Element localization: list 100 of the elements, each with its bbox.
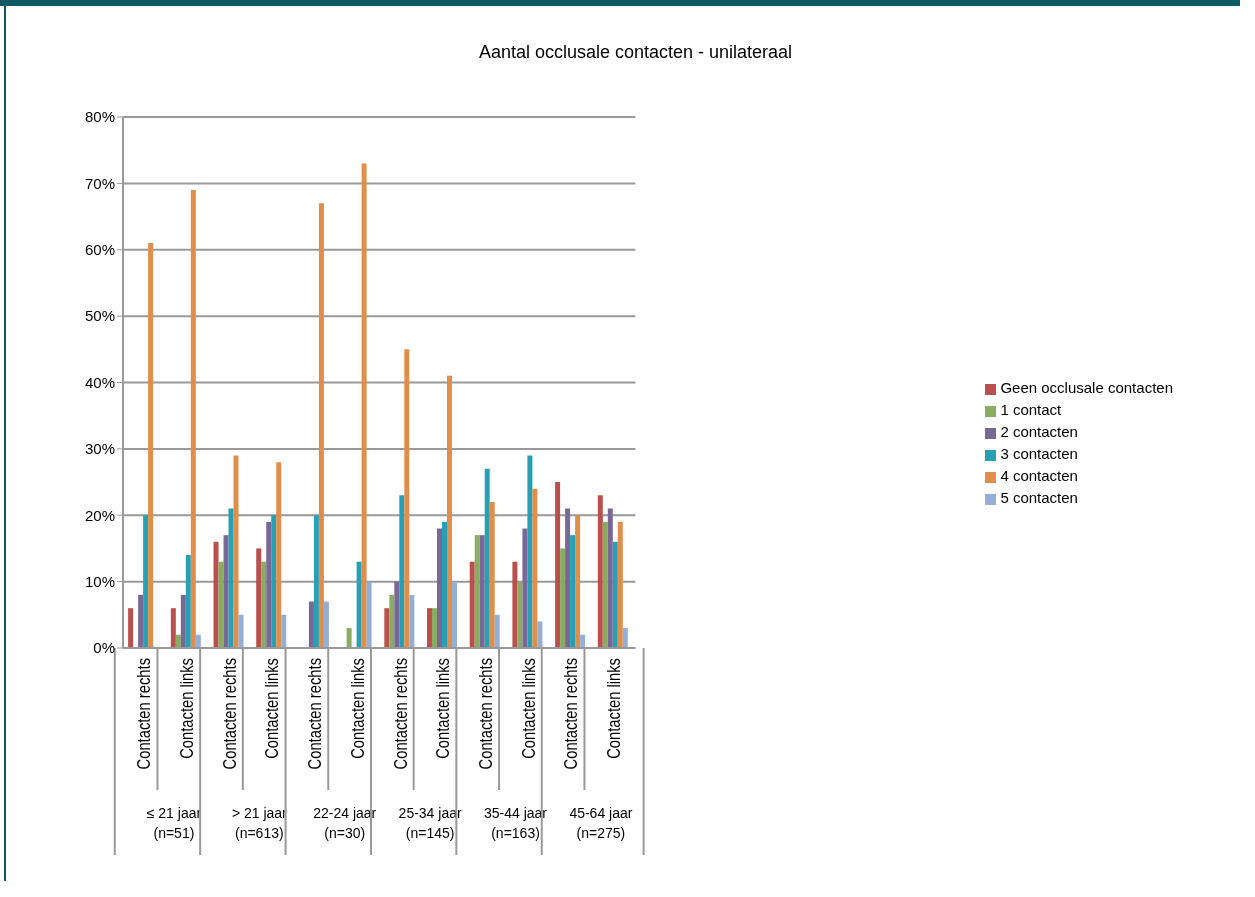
text: 25-34 jaar (n=145)	[398, 805, 462, 841]
bar	[271, 515, 277, 648]
bar	[570, 535, 576, 648]
bar	[180, 594, 186, 648]
bar	[170, 608, 176, 648]
bar	[409, 594, 415, 648]
text: ≤ 21 jaar (n=51)	[146, 805, 202, 841]
bar	[356, 561, 362, 648]
bar	[527, 455, 533, 648]
bar	[522, 528, 528, 648]
bar	[175, 634, 181, 648]
bar	[323, 601, 329, 648]
bar	[148, 243, 154, 648]
bar	[580, 634, 586, 648]
bar	[612, 541, 618, 648]
bar	[308, 601, 314, 648]
bar	[622, 628, 628, 648]
x-tick-label: Contacten links	[262, 658, 282, 759]
bar	[276, 462, 282, 648]
x-tick-label: Contacten rechts	[133, 658, 154, 770]
y-tick-label: 80%	[84, 108, 115, 126]
bar	[437, 528, 443, 648]
x-tick-label: Contacten rechts	[304, 658, 325, 770]
x-tick-label: Contacten rechts	[219, 658, 240, 770]
legend-label: 4 contacten	[1000, 467, 1078, 484]
bar	[394, 581, 400, 648]
bar	[138, 594, 144, 648]
y-tick-label: 0%	[93, 639, 115, 657]
text: > 21 jaar (n=613)	[231, 805, 288, 841]
bar	[185, 555, 191, 648]
bar	[233, 455, 239, 648]
x-tick-label: Contacten links	[432, 658, 453, 759]
bar	[479, 535, 485, 648]
bar	[517, 581, 523, 648]
bar	[223, 535, 229, 648]
bar	[228, 508, 234, 648]
y-tick-label: 70%	[84, 174, 115, 192]
x-tick-label: Contacten links	[347, 658, 368, 759]
bar	[469, 561, 475, 648]
bar	[281, 614, 287, 648]
bar	[266, 521, 272, 648]
bar	[432, 608, 438, 648]
bar	[128, 608, 134, 648]
bar	[427, 608, 433, 648]
y-tick-label: 10%	[84, 572, 115, 590]
y-tick-label: 30%	[84, 440, 115, 458]
bar	[452, 581, 458, 648]
chart-title: Aantal occlusale contacten - unilateraal	[477, 42, 794, 63]
bar	[575, 515, 581, 648]
bar	[537, 621, 543, 648]
bar	[384, 608, 390, 648]
y-tick-label: 60%	[84, 241, 115, 259]
bar	[560, 548, 566, 648]
text: 35-44 jaar (n=163)	[483, 805, 548, 841]
legend-label: 5 contacten	[1000, 489, 1078, 506]
bar	[218, 561, 224, 648]
bar	[361, 163, 367, 648]
bar	[489, 501, 495, 648]
x-tick-label: Contacten rechts	[560, 658, 581, 770]
bar	[565, 508, 571, 648]
legend-label: Geen occlusale contacten	[1000, 379, 1173, 396]
legend-label: 1 contact	[1000, 401, 1062, 418]
bar	[512, 561, 518, 648]
bar	[399, 495, 405, 648]
y-tick-label: 20%	[84, 506, 115, 524]
bar	[442, 521, 448, 648]
bar	[366, 581, 372, 648]
x-tick-label: Contacten links	[603, 658, 624, 759]
bar	[195, 634, 201, 648]
bar	[607, 508, 613, 648]
bar	[190, 190, 196, 648]
bar	[494, 614, 500, 648]
bar	[474, 535, 480, 648]
bar	[555, 482, 561, 648]
bar	[256, 548, 262, 648]
bar	[447, 375, 453, 648]
x-tick-label: Contacten rechts	[390, 658, 410, 770]
bar	[261, 561, 267, 648]
legend-label: 2 contacten	[1000, 423, 1078, 440]
bar	[318, 203, 324, 648]
bar	[238, 614, 244, 648]
bar	[213, 541, 219, 648]
x-tick-label: Contacten links	[518, 658, 538, 759]
bar	[532, 488, 538, 648]
bar	[313, 515, 319, 648]
bar	[143, 515, 149, 648]
x-tick-label: Contacten links	[176, 658, 197, 759]
bar	[389, 594, 395, 648]
bar	[617, 521, 623, 648]
legend-label: 3 contacten	[1000, 445, 1078, 462]
text: 22-24 jaar (n=30)	[313, 805, 377, 841]
bar	[597, 495, 603, 648]
y-tick-label: 50%	[84, 307, 115, 325]
x-tick-label: Contacten rechts	[475, 658, 496, 770]
bar	[484, 468, 490, 648]
bar	[404, 349, 410, 648]
text: 45-64 jaar (n=275)	[569, 805, 633, 841]
bar	[602, 521, 608, 648]
y-tick-label: 40%	[84, 373, 115, 391]
bar	[346, 628, 352, 648]
